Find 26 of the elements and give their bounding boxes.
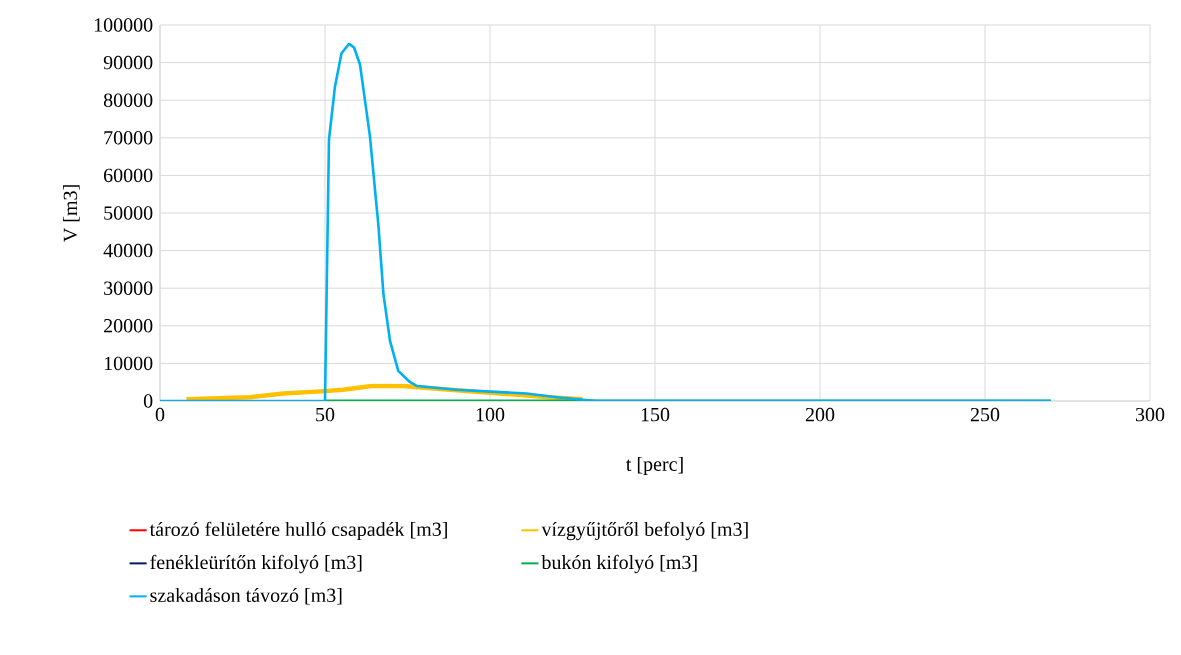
x-tick-label: 50	[316, 407, 335, 422]
line-series	[160, 42, 1053, 401]
x-tick-label: 200	[805, 407, 835, 422]
legend-label: vízgyűjtőről befolyó [m3]	[541, 521, 748, 541]
y-tick-label: 70000	[104, 131, 153, 145]
legend-label: szakadáson távozó [m3]	[150, 587, 342, 605]
x-tick-label: 150	[641, 407, 670, 422]
y-tick-label: 100000	[94, 18, 153, 32]
y-tick-label: 80000	[103, 93, 153, 107]
y-tick-label: 40000	[103, 243, 153, 258]
y-tick-label: 90000	[103, 55, 153, 70]
x-tick-label: 0	[155, 407, 165, 422]
x-tick-label: 250	[970, 407, 1000, 422]
y-tick-label: 10000	[104, 356, 153, 371]
x-tick-label: 100	[476, 407, 505, 422]
y-tick-label: 50000	[104, 206, 153, 220]
legend-label: fenékleürítőn kifolyó [m3]	[150, 554, 362, 574]
legend-label: tározó felületére hulló csapadék [m3]	[149, 521, 447, 541]
y-tick-label: 0	[143, 394, 153, 408]
x-tick-label: 300	[1135, 407, 1165, 422]
x-axis-title: t [perc]	[626, 456, 683, 476]
y-axis-title: V [m3]	[63, 185, 80, 242]
y-tick-label: 60000	[104, 168, 153, 183]
legend-label: bukón kifolyó [m3]	[541, 554, 697, 574]
y-tick-label: 20000	[104, 319, 153, 333]
y-tick-label: 30000	[104, 281, 153, 295]
